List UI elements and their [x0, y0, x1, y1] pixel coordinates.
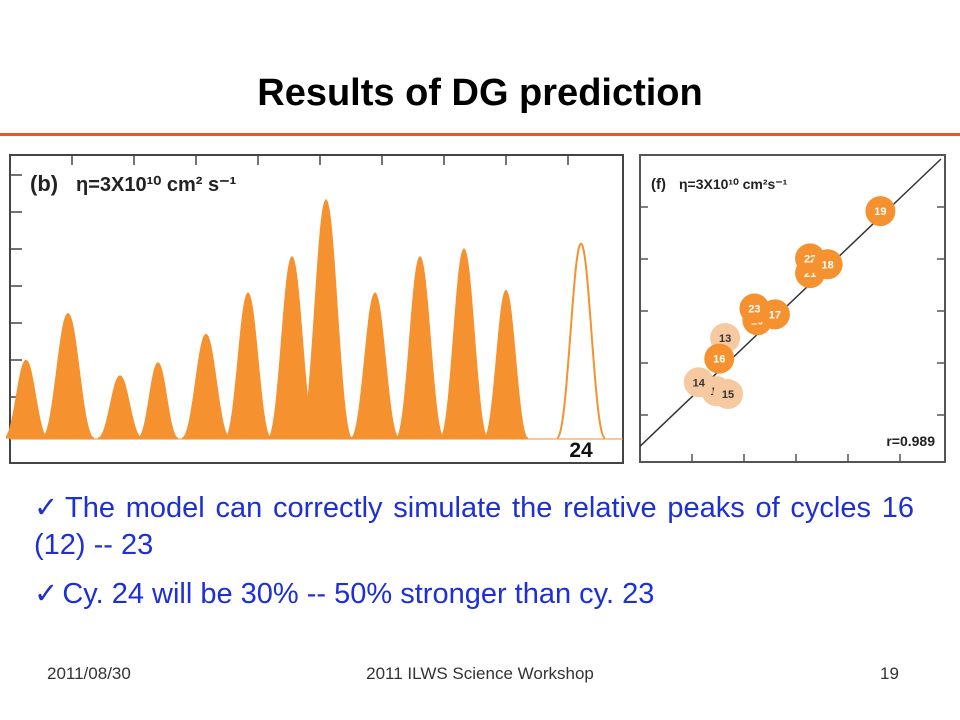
- panel-label: (b): [30, 171, 58, 196]
- scatter-point: [704, 343, 735, 374]
- eta-label: η=3X10¹⁰ cm² s⁻¹: [76, 174, 237, 196]
- cycle-label: 19: [314, 439, 337, 462]
- cycle-area: [483, 289, 529, 439]
- plot-frame: [639, 154, 946, 463]
- slide-title: Results of DG prediction: [257, 72, 703, 114]
- scatter-point: [713, 379, 744, 410]
- point-label: 23: [748, 304, 760, 316]
- point-label: 15: [722, 389, 734, 401]
- point-label: 19: [874, 206, 886, 218]
- eta-label: η=3X10¹⁰ cm²s⁻¹: [679, 176, 788, 192]
- cycle-area: [395, 256, 445, 439]
- point-label: 13: [719, 333, 731, 345]
- cycle-label: 12: [14, 439, 37, 462]
- cycle-label: 22: [452, 439, 475, 462]
- cycle-label: 17: [236, 439, 259, 462]
- bullet-list: ✓ The model can correctly simulate the re…: [34, 490, 914, 625]
- cycle-area: [299, 199, 353, 439]
- correlation-label: r=0.989: [886, 433, 935, 449]
- cycle-area: [97, 375, 143, 439]
- point-label: 16: [713, 354, 725, 366]
- scatter-point: [759, 299, 790, 330]
- cycle-label: 14: [108, 439, 132, 462]
- cycle-amplitude-chart: (b) η=3X10¹⁰ cm² s⁻¹ 12 13 14 15 16 17 18 19 20 21 2…: [6, 154, 624, 464]
- scatter-point: [812, 249, 843, 280]
- checkmark-icon: ✓: [34, 578, 59, 610]
- cycle-label: 13: [56, 439, 79, 462]
- title-divider: [0, 133, 960, 136]
- cycle-label: 21: [408, 439, 432, 462]
- cycle-area: [6, 359, 49, 439]
- cycle-label: 18: [280, 439, 304, 462]
- correlation-scatter-chart: (f)η=3X10¹⁰ cm²s⁻¹1214151316202317212218…: [639, 154, 946, 463]
- cycle-label: 23: [494, 439, 517, 462]
- cycle-area: [181, 333, 231, 439]
- scatter-point: [683, 367, 714, 398]
- cycle-area: [41, 313, 95, 439]
- cycle-label: 16: [194, 439, 217, 462]
- bullet-text: Cy. 24 will be 30% -- 50% stronger than …: [62, 578, 655, 610]
- point-label: 14: [693, 377, 706, 389]
- cycle-area: [439, 248, 489, 439]
- bullet-item: ✓ The model can correctly simulate the re…: [34, 490, 914, 564]
- point-label: 18: [822, 259, 834, 271]
- bullet-text: The model can correctly simulate the rel…: [34, 492, 914, 561]
- cycle-label: 24: [569, 439, 593, 462]
- footer-event: 2011 ILWS Science Workshop: [366, 664, 594, 683]
- footer-date: 2011/08/30: [47, 664, 131, 683]
- point-label: 17: [769, 309, 781, 321]
- scatter-point: [865, 196, 896, 227]
- checkmark-icon: ✓: [34, 492, 61, 524]
- cycle-area: [350, 292, 400, 439]
- cycle-curve-predicted: [556, 242, 606, 439]
- bullet-item: ✓ Cy. 24 will be 30% -- 50% stronger than…: [34, 576, 914, 613]
- cycle-area: [137, 362, 179, 439]
- cycle-area: [224, 292, 272, 439]
- cycle-label: 20: [363, 439, 386, 462]
- panel-label: (f): [651, 176, 666, 193]
- footer-page-number: 19: [880, 664, 899, 683]
- cycle-label: 15: [146, 439, 170, 462]
